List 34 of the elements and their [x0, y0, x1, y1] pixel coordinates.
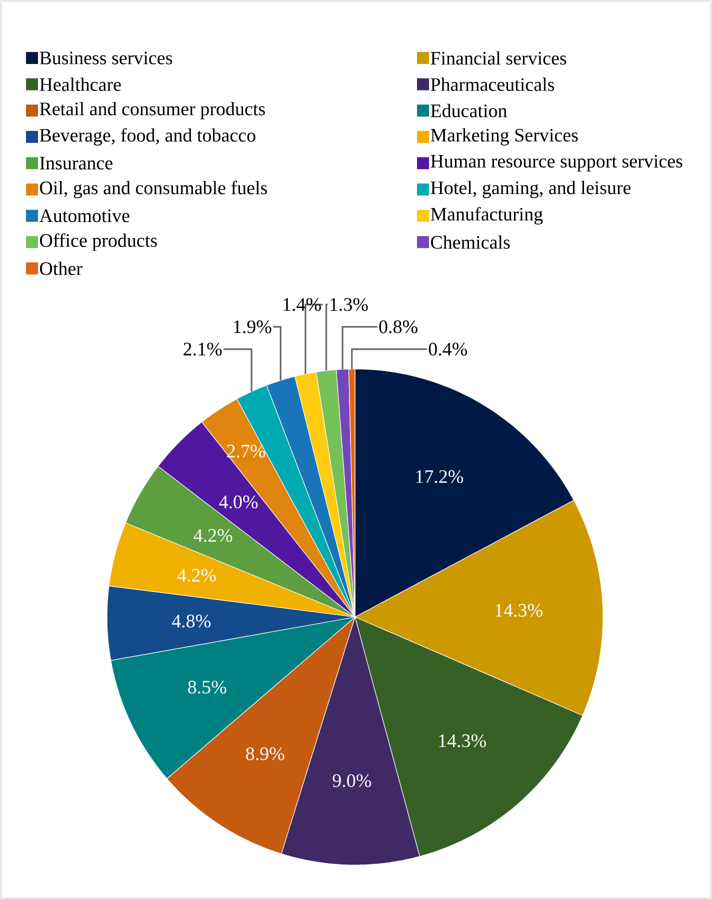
- data-label: 8.5%: [188, 680, 226, 694]
- data-label: 1.3%: [330, 298, 368, 311]
- legend-label: Healthcare: [40, 78, 121, 91]
- data-label: 4.0%: [219, 496, 258, 508]
- legend-label: Business services: [40, 52, 172, 64]
- data-label: 4.2%: [177, 568, 216, 582]
- legend-label: Automotive: [39, 209, 130, 222]
- data-label: 1.4%: [284, 298, 321, 311]
- data-label: 9.0%: [332, 774, 372, 788]
- data-label: 2.7%: [227, 444, 266, 458]
- data-label: 4.2%: [194, 529, 232, 542]
- data-label: 0.8%: [379, 320, 418, 334]
- data-label: 4.8%: [172, 614, 210, 628]
- legend-label: Oil, gas and consumable fuels: [40, 180, 268, 198]
- legend-label: Office products: [40, 233, 157, 251]
- data-label: 8.9%: [246, 747, 284, 760]
- legend-label: Other: [40, 262, 82, 276]
- legend-label: Beverage, food, and tobacco: [40, 128, 256, 146]
- legend-label: Financial services: [430, 51, 566, 65]
- legend-label: Insurance: [40, 156, 112, 170]
- legend-label: Pharmaceuticals: [430, 78, 554, 91]
- data-label: 0.4%: [428, 342, 468, 356]
- data-label: 1.9%: [234, 320, 272, 334]
- legend-label: Retail and consumer products: [40, 102, 265, 120]
- legend-label: Human resource support services: [430, 154, 682, 172]
- legend-label: Manufacturing: [430, 207, 543, 225]
- data-label: 2.1%: [184, 342, 222, 356]
- data-label: 14.3%: [439, 734, 486, 748]
- legend-label: Marketing Services: [430, 128, 578, 146]
- legend-label: Hotel, gaming, and leisure: [430, 180, 631, 198]
- legend-label: Education: [430, 104, 507, 118]
- data-label: 14.3%: [496, 604, 542, 617]
- legend-label: Chemicals: [430, 235, 510, 249]
- data-label: 17.2%: [416, 470, 464, 484]
